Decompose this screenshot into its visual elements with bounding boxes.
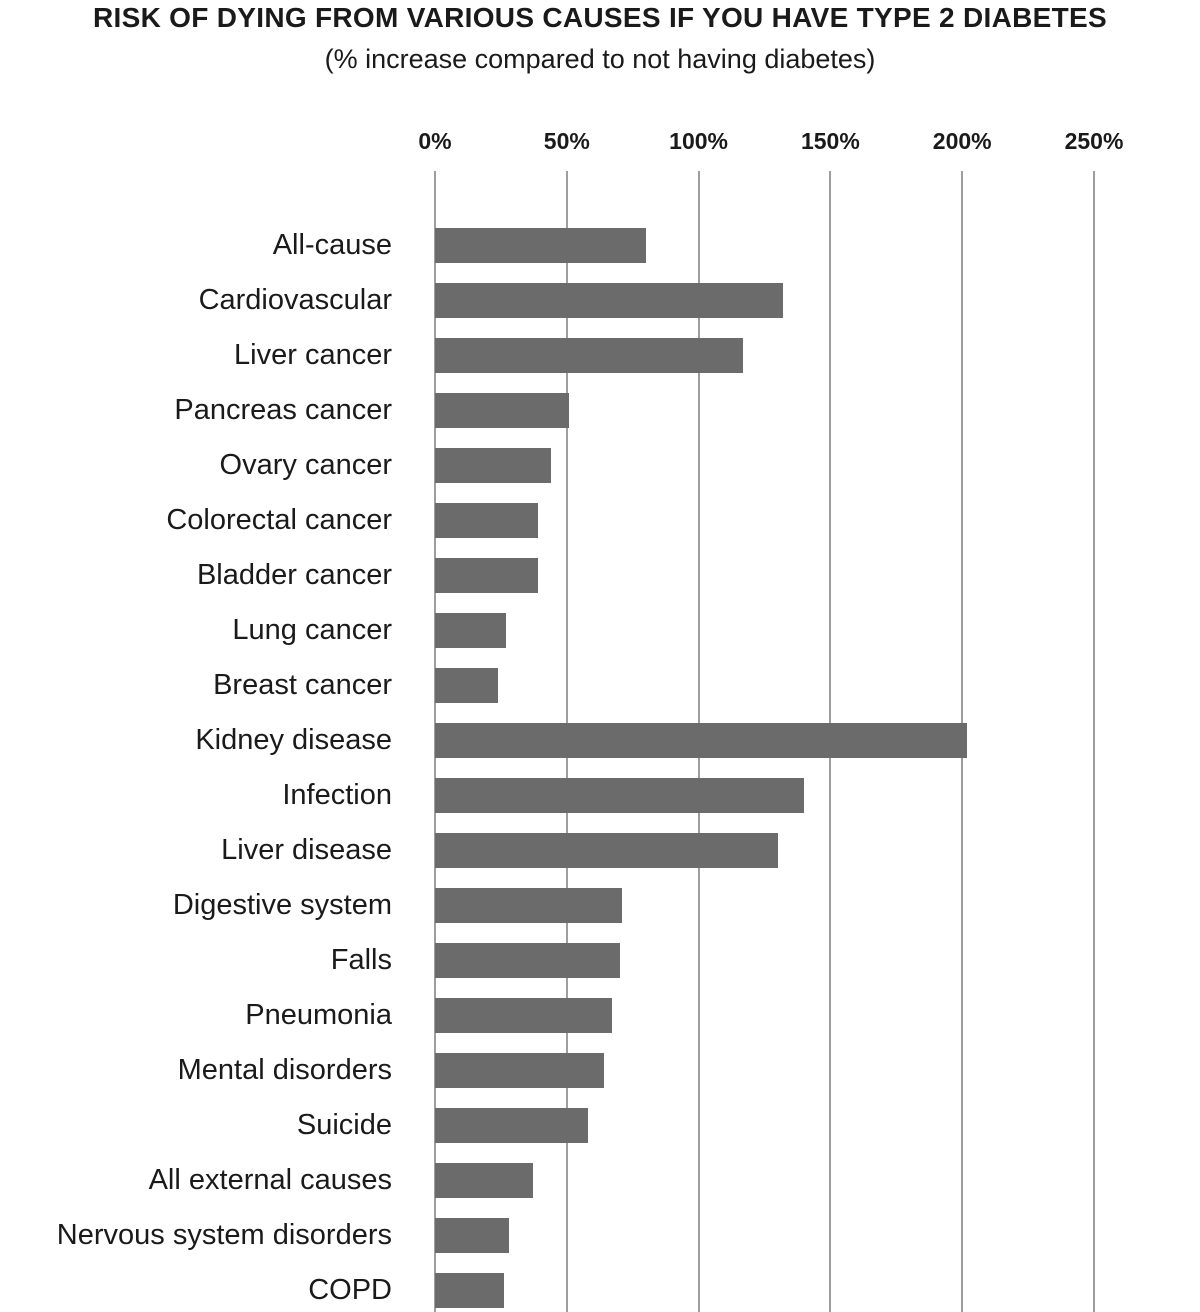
x-tick-label: 100%: [669, 128, 729, 154]
category-label: Cardiovascular: [198, 284, 392, 316]
category-label: Colorectal cancer: [166, 504, 392, 536]
bar: [435, 1053, 604, 1088]
category-label: All external causes: [148, 1164, 392, 1196]
category-label: Nervous system disorders: [56, 1219, 392, 1251]
x-tick-label: 150%: [800, 128, 860, 154]
category-label: Suicide: [296, 1109, 392, 1141]
category-label: Ovary cancer: [219, 449, 392, 481]
category-label: Pneumonia: [245, 999, 392, 1031]
x-tick-label: 250%: [1064, 128, 1124, 154]
bar: [435, 943, 620, 978]
bar: [435, 558, 538, 593]
bar: [435, 778, 805, 813]
bar: [435, 888, 623, 923]
bar: [435, 668, 499, 703]
bar: [435, 393, 570, 428]
x-tick-label: 50%: [543, 128, 590, 154]
bar: [435, 998, 612, 1033]
category-label: Liver cancer: [234, 339, 392, 371]
bar: [435, 613, 507, 648]
bar: [435, 833, 778, 868]
category-label: Liver disease: [221, 834, 392, 866]
chart-subtitle: (% increase compared to not having diabe…: [324, 44, 876, 74]
category-label: COPD: [308, 1274, 392, 1306]
bar: [435, 283, 783, 318]
bar: [435, 503, 538, 538]
category-label: Infection: [282, 779, 392, 811]
bar: [435, 1218, 509, 1253]
gridline-250: [1093, 171, 1095, 1312]
bar: [435, 338, 744, 373]
bar: [435, 228, 646, 263]
category-label: Mental disorders: [177, 1054, 392, 1086]
bar: [435, 1108, 588, 1143]
bar: [435, 1273, 504, 1308]
category-label: Breast cancer: [213, 669, 392, 701]
bar: [435, 448, 551, 483]
category-label: Lung cancer: [232, 614, 392, 646]
bar: [435, 723, 968, 758]
bar: [435, 1163, 533, 1198]
chart-title: RISK OF DYING FROM VARIOUS CAUSES IF YOU…: [93, 2, 1107, 33]
category-label: Falls: [330, 944, 392, 976]
category-label: Bladder cancer: [196, 559, 392, 591]
category-label: All-cause: [272, 229, 392, 261]
category-label: Digestive system: [172, 889, 392, 921]
x-tick-label: 200%: [932, 128, 992, 154]
x-tick-label: 0%: [418, 128, 452, 154]
category-label: Pancreas cancer: [174, 394, 392, 426]
category-label: Kidney disease: [195, 724, 392, 756]
